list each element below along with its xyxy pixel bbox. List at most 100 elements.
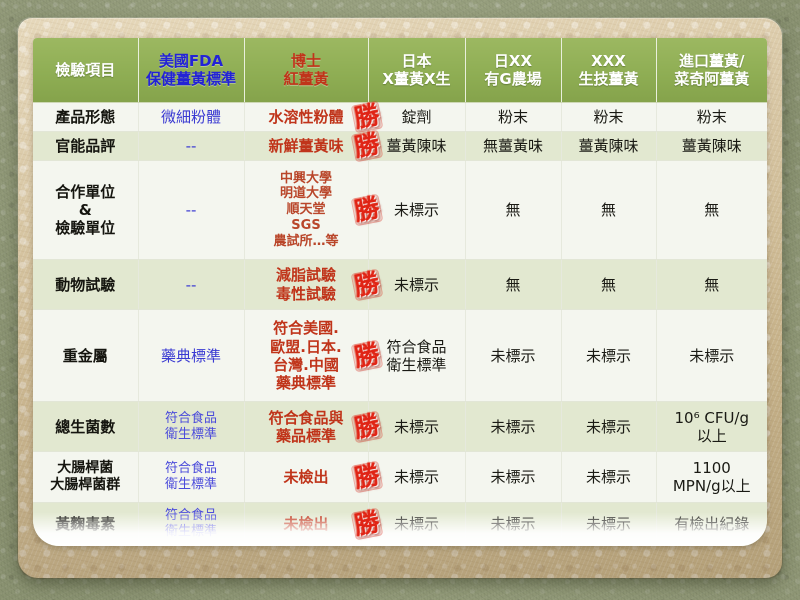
cell-line: 無	[600, 275, 616, 294]
cell-line: 未標示	[689, 346, 735, 365]
cell-fda: 符合食品 衛生標準	[138, 502, 245, 546]
cell-item: 大腸桿菌 大腸桿菌群	[33, 451, 139, 503]
cell-line: 薑黃陳味	[386, 136, 447, 155]
table-row: 黃麴毒素 符合食品 衛生標準 未檢出勝未標示 未標示 未標示 有檢出紀錄	[33, 502, 767, 546]
column-header-line: 博士	[290, 51, 321, 70]
cell-fda: 符合食品 衛生標準	[138, 451, 245, 503]
cell-fda: --	[138, 131, 245, 162]
cell-line: 未標示	[490, 515, 536, 534]
cell-jp2: 無	[465, 259, 562, 311]
cell-line: 檢驗單位	[55, 219, 116, 238]
cell-line: 未標示	[585, 515, 631, 534]
cell-line: 未標示	[490, 346, 536, 365]
cell-jp1: 未標示	[368, 451, 466, 503]
column-header-line: XXX	[591, 51, 626, 70]
cell-line: 農試所…等	[273, 233, 339, 249]
cell-line: 1100	[692, 458, 731, 477]
cell-line: 未檢出	[283, 467, 329, 486]
cell-item: 動物試驗	[33, 259, 139, 311]
cell-line: 符合食品	[164, 411, 217, 427]
cell-line: 未標示	[490, 417, 536, 436]
cell-line: 衛生標準	[164, 426, 217, 442]
cell-jp2: 粉末	[465, 102, 562, 133]
cell-line: 無薑黃味	[482, 136, 543, 155]
cell-jp1: 未標示	[368, 502, 466, 546]
cell-imp: 無	[656, 259, 767, 311]
cell-line: 無	[704, 275, 720, 294]
table-row: 官能品評 -- 新鮮薑黃味勝薑黃陳味 無薑黃味 薑黃陳味 薑黃陳味	[33, 129, 767, 162]
cell-line: 未標示	[585, 346, 631, 365]
cell-item: 合作單位 & 檢驗單位	[33, 160, 139, 261]
cell-line: 錠劑	[401, 107, 432, 126]
cell-jp1: 未標示	[368, 401, 466, 453]
column-header-imp: 進口薑黃/菜奇阿薑黃	[656, 38, 767, 103]
column-header-line: 生技薑黃	[578, 70, 639, 88]
cell-line: 未標示	[393, 201, 439, 219]
cell-line: 粉末	[696, 107, 727, 126]
cell-line: 無	[505, 201, 521, 219]
cell-xxx: 未標示	[561, 502, 657, 546]
table-row: 總生菌數 符合食品 衛生標準 符合食品與 藥品標準勝未標示 未標示 未標示 10⁶ CFU/g…	[33, 401, 767, 453]
cell-line: --	[185, 136, 197, 155]
cell-imp: 有檢出紀錄	[656, 502, 767, 546]
table-row: 合作單位 & 檢驗單位 -- 中興大學 明道大學 順天堂 SGS 農試所…等勝未標示 無 無 無	[33, 160, 767, 261]
cell-line: 未標示	[490, 467, 536, 486]
cell-dr: 符合美國. 歐盟.日本. 台灣.中國 藥典標準勝	[244, 309, 381, 403]
cell-imp: 粉末	[656, 102, 767, 133]
cell-item: 官能品評	[33, 131, 139, 162]
cell-line: 黃麴毒素	[55, 515, 116, 534]
cell-xxx: 無	[561, 160, 657, 261]
comparison-table: 檢驗項目 美國FDA 保健薑黃標準 博士 紅薑黃 日本 X薑黃X生 日XX 有G農場 XXX 生技薑…	[33, 38, 767, 546]
column-header-line: 日本	[401, 51, 432, 70]
cell-fda: 微細粉體	[138, 102, 245, 133]
column-header-fda: 美國FDA 保健薑黃標準	[138, 38, 245, 103]
column-header-line: 美國FDA	[158, 51, 224, 70]
cell-line: 粉末	[497, 107, 528, 126]
cell-jp1: 符合食品 衛生標準	[368, 309, 466, 403]
cell-jp1: 薑黃陳味	[368, 131, 466, 162]
column-header-jp2: 日XX 有G農場	[465, 38, 562, 103]
cell-fda: --	[138, 160, 245, 261]
cell-dr: 減脂試驗 毒性試驗勝	[244, 259, 381, 311]
column-header-item: 檢驗項目	[33, 38, 139, 103]
cell-jp1: 未標示	[368, 160, 466, 261]
cell-line: 無	[505, 275, 521, 294]
cell-line: 未標示	[393, 467, 439, 486]
cell-jp2: 未標示	[465, 309, 562, 403]
cell-line: 官能品評	[55, 136, 116, 155]
cell-line: 10⁶ CFU/g	[674, 408, 750, 427]
cell-line: 符合食品	[386, 337, 447, 356]
cell-imp: 薑黃陳味	[656, 131, 767, 162]
table-body: 產品形態 微細粉體 水溶性粉體勝錠劑 粉末 粉末 粉末 官能品評 -- 新鮮薑黃味勝薑黃陳味 無薑…	[33, 100, 767, 546]
cell-line: 未檢出	[283, 515, 329, 534]
column-header-line: X薑黃X生	[382, 70, 451, 88]
cell-line: 大腸桿菌群	[50, 476, 121, 493]
cell-dr: 未檢出勝	[244, 502, 381, 546]
cell-line: 大腸桿菌	[57, 459, 114, 476]
cell-line: 總生菌數	[55, 417, 116, 436]
cell-line: 以上	[696, 426, 727, 445]
cell-line: 無	[600, 201, 616, 219]
column-header-xxx: XXX 生技薑黃	[561, 38, 657, 103]
cell-xxx: 粉末	[561, 102, 657, 133]
table-head: 檢驗項目 美國FDA 保健薑黃標準 博士 紅薑黃 日本 X薑黃X生 日XX 有G農場 XXX 生技薑…	[33, 38, 767, 103]
column-header-jp1: 日本 X薑黃X生	[368, 38, 466, 103]
cell-line: 衛生標準	[386, 355, 447, 374]
column-header-line: 日XX	[493, 51, 533, 70]
cell-line: 符合食品	[164, 508, 217, 524]
cell-line: 重金屬	[62, 346, 108, 365]
cell-dr: 符合食品與 藥品標準勝	[244, 401, 381, 453]
cell-jp2: 未標示	[465, 502, 562, 546]
cell-xxx: 未標示	[561, 309, 657, 403]
cell-imp: 無	[656, 160, 767, 261]
cell-line: 薑黃陳味	[681, 136, 742, 155]
cell-line: 中興大學	[279, 170, 332, 186]
cell-line: 毒性試驗	[275, 284, 336, 303]
cell-line: 未標示	[393, 417, 439, 436]
cell-line: 明道大學	[279, 186, 332, 202]
table-row: 大腸桿菌 大腸桿菌群 符合食品 衛生標準 未檢出勝未標示 未標示 未標示 1100 MPN/g以…	[33, 451, 767, 503]
cell-line: 薑黃陳味	[578, 136, 639, 155]
cell-line: 微細粉體	[160, 107, 221, 126]
cell-line: 藥典標準	[160, 346, 221, 365]
cell-item: 重金屬	[33, 309, 139, 403]
